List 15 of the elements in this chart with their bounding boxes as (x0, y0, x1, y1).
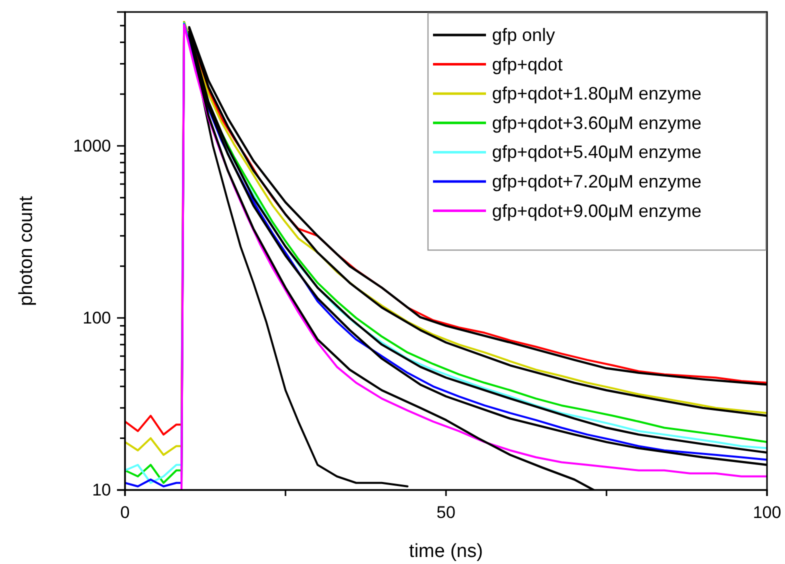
y-tick-label: 1000 (73, 136, 111, 156)
legend-label: gfp+qdot+3.60μM enzyme (492, 112, 702, 133)
x-axis-title: time (ns) (409, 541, 483, 562)
legend-label: gfp+qdot+9.00μM enzyme (492, 200, 702, 221)
legend-label: gfp+qdot+5.40μM enzyme (492, 142, 702, 162)
legend-label: gfp+qdot (492, 54, 563, 74)
legend-label: gfp+qdot+1.80μM enzyme (492, 84, 702, 104)
x-tick-label: 100 (752, 503, 782, 522)
x-tick-label: 50 (436, 503, 456, 522)
y-axis-title: photon count (16, 195, 37, 306)
legend-label: gfp only (492, 25, 556, 45)
legend-label: gfp+qdot+7.20μM enzyme (492, 172, 702, 192)
y-tick-label: 10 (92, 480, 111, 500)
y-tick-label: 100 (82, 308, 111, 328)
x-tick-label: 0 (120, 503, 130, 522)
